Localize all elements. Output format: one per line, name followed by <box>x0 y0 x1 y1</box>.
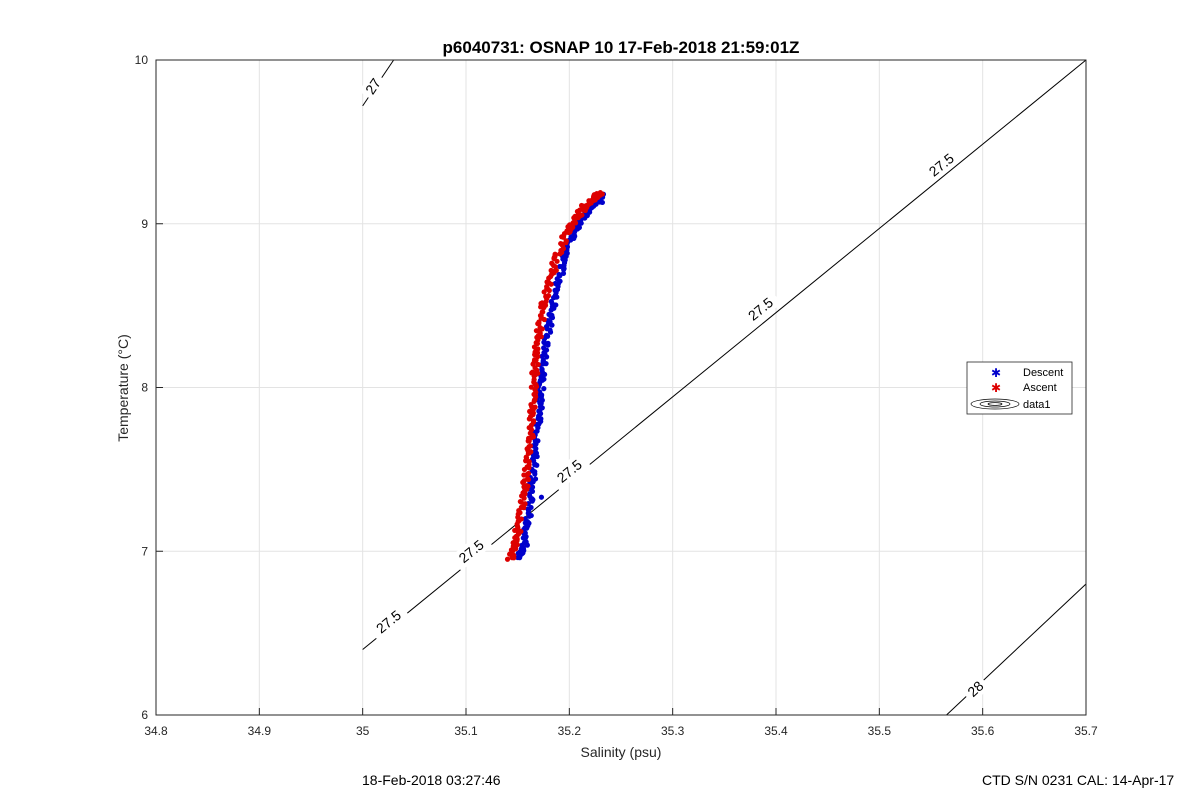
data-point <box>539 366 545 372</box>
data-point <box>525 483 531 489</box>
data-point <box>538 494 545 500</box>
data-point <box>599 199 606 206</box>
data-point <box>545 340 551 346</box>
data-point <box>537 324 543 331</box>
data-point <box>556 271 562 278</box>
star-marker-icon: ✱ <box>991 381 1001 395</box>
data-point <box>549 260 555 266</box>
legend-entry-data1: data1 <box>1023 399 1051 411</box>
data-point <box>546 280 552 286</box>
y-tick-label: 6 <box>141 708 148 722</box>
contour-label-bg <box>367 602 410 642</box>
data-point <box>535 361 541 368</box>
data-point <box>541 386 547 392</box>
contour-swatch-icon <box>970 398 1020 410</box>
x-tick-label: 35.4 <box>764 724 788 738</box>
contour-label: 27 <box>362 75 384 97</box>
data-point <box>552 264 558 270</box>
contour-label-bg <box>960 674 991 704</box>
data-point <box>528 384 534 390</box>
legend-entry-ascent: Ascent <box>1023 382 1057 394</box>
legend: ✱ Descent ✱ Ascent data1 <box>966 361 1073 415</box>
axis-ticks: 34.8 34.9 35 35.1 35.2 35.3 35.4 35.5 35.6 35.7 6 7… <box>135 53 1098 738</box>
star-marker-icon: ✱ <box>991 366 1001 380</box>
data-point <box>530 418 537 424</box>
contour-label-bg <box>548 451 591 491</box>
data-point <box>546 311 552 318</box>
data-point <box>533 328 540 334</box>
contour-label-bg <box>920 145 963 185</box>
data-point <box>526 435 532 441</box>
series-ascent <box>504 190 605 562</box>
data-point <box>522 516 528 522</box>
data-point <box>540 309 546 315</box>
footer-timestamp: 18-Feb-2018 03:27:46 <box>362 772 501 788</box>
data-point <box>540 357 546 363</box>
data-point <box>544 283 550 290</box>
data-point <box>564 250 570 256</box>
legend-box <box>966 361 1073 415</box>
y-tick-label: 8 <box>141 381 148 395</box>
x-axis-label: Salinity (psu) <box>581 744 662 760</box>
x-tick-label: 34.9 <box>248 724 272 738</box>
data-point <box>548 267 554 274</box>
data-point <box>530 369 536 375</box>
data-point <box>525 475 531 481</box>
data-point <box>557 263 563 270</box>
x-tick-label: 35.7 <box>1074 724 1098 738</box>
footer-ctd-calibration: CTD S/N 0231 CAL: 14-Apr-17 <box>982 772 1175 788</box>
data-point <box>537 389 543 395</box>
data-point <box>543 293 549 300</box>
x-tick-label: 35.6 <box>971 724 995 738</box>
data-point <box>541 316 547 323</box>
data-point <box>504 556 511 562</box>
data-point <box>560 270 567 277</box>
data-point <box>521 472 527 478</box>
data-point <box>586 198 592 204</box>
data-point <box>572 214 578 220</box>
y-axis-label: Temperature (°C) <box>115 334 131 442</box>
data-point <box>577 207 583 213</box>
data-point <box>548 298 554 305</box>
x-tick-label: 34.8 <box>144 724 168 738</box>
y-tick-label: 7 <box>141 544 148 558</box>
legend-entry-descent: Descent <box>1023 367 1063 379</box>
data-point <box>552 251 558 257</box>
data-point <box>528 504 534 511</box>
data-point <box>529 484 536 490</box>
data-series <box>504 190 607 562</box>
data-point <box>536 408 542 414</box>
data-point <box>531 344 538 350</box>
data-point <box>597 190 603 196</box>
data-point <box>525 470 532 477</box>
data-point <box>558 240 564 247</box>
data-point <box>517 498 523 505</box>
x-tick-label: 35.1 <box>454 724 478 738</box>
chart-title: p6040731: OSNAP 10 17-Feb-2018 21:59:01Z <box>443 38 800 57</box>
data-point <box>532 476 539 482</box>
contour-label-bg <box>449 531 493 571</box>
contour-label-bg <box>739 289 782 329</box>
contour-label-bg <box>358 71 388 102</box>
x-tick-label: 35 <box>356 724 370 738</box>
data-point <box>528 401 534 408</box>
x-tick-label: 35.2 <box>558 724 582 738</box>
data-point <box>526 459 532 465</box>
data-point <box>532 357 538 363</box>
data-point <box>541 345 547 351</box>
x-tick-label: 35.3 <box>661 724 685 738</box>
y-tick-label: 9 <box>141 217 148 231</box>
data-point <box>563 238 569 244</box>
data-point <box>527 443 533 449</box>
data-point <box>543 332 550 338</box>
x-tick-label: 35.5 <box>868 724 892 738</box>
y-tick-label: 10 <box>135 53 149 67</box>
